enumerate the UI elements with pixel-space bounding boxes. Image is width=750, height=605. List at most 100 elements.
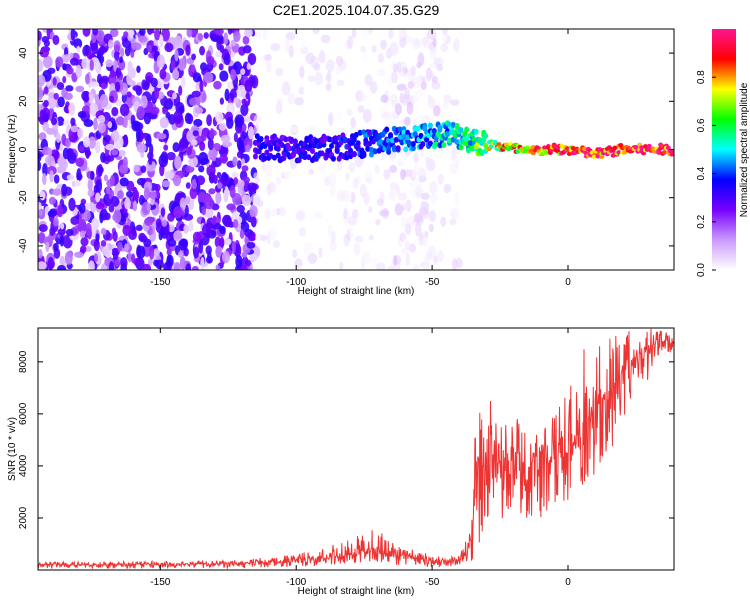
spectrogram-noise-blob (298, 227, 306, 237)
spectrogram-noise-blob (94, 140, 101, 154)
spectrogram-signal-cell (348, 153, 354, 160)
spectrogram-noise-blob (327, 224, 333, 237)
spectrogram-noise-blob (403, 116, 411, 126)
spectrogram-noise-blob (240, 68, 246, 75)
figure-title: C2E1.2025.104.07.35.G29 (273, 2, 440, 18)
spectrogram-noise-blob (362, 52, 368, 63)
spectrogram-noise-blob (406, 101, 414, 115)
spectrogram-noise-blob (246, 241, 256, 249)
spectrogram-signal-cell (612, 145, 618, 151)
spectrogram-noise-blob (368, 234, 374, 241)
spectrogram-noise-blob (388, 190, 396, 201)
spectrogram-noise-blob (53, 92, 59, 100)
spectrogram-noise-blob (111, 106, 119, 117)
spectrogram-noise-blob (179, 256, 186, 270)
spectrogram-signal-cell (287, 145, 293, 152)
spectrogram-noise-blob (185, 263, 192, 270)
spectrogram-noise-blob (235, 254, 243, 269)
spectrogram-noise-blob (100, 239, 107, 247)
spectrogram-noise-blob (47, 210, 56, 218)
spectrogram-noise-blob (97, 114, 106, 124)
spectrogram-noise-blob (158, 34, 164, 48)
spectrogram-noise-blob (213, 80, 222, 90)
spectrogram-noise-blob (275, 67, 284, 77)
spectrogram-noise-blob (245, 92, 250, 100)
spectrogram-noise-blob (374, 164, 380, 175)
spectrogram-noise-blob (299, 65, 305, 79)
spectrogram-noise-blob (417, 167, 427, 180)
spectrogram-noise-blob (329, 240, 337, 252)
spectrogram-signal-cell (351, 150, 357, 157)
spectrogram-noise-blob (267, 227, 277, 241)
spectrogram-noise-blob (413, 89, 424, 98)
spectrogram-noise-blob (226, 203, 236, 211)
spectrogram-noise-blob (117, 149, 126, 157)
spectrogram-noise-blob (229, 184, 236, 199)
spectrogram-noise-blob (233, 132, 238, 143)
snr-x-tick-label: -150 (150, 577, 170, 588)
spectrogram-noise-blob (203, 71, 214, 84)
spectrogram-signal-cell (544, 150, 550, 155)
spectrogram-marks (38, 29, 674, 270)
spectrogram-noise-blob (155, 218, 162, 228)
spectrogram-noise-blob (174, 155, 182, 170)
spectrogram-noise-blob (265, 60, 272, 73)
spectrogram-noise-blob (233, 177, 239, 185)
spectrogram-signal-cell (327, 136, 333, 143)
spectrogram-noise-blob (166, 248, 172, 256)
spectrogram-signal-cell (469, 145, 475, 152)
spectrogram-noise-blob (66, 67, 74, 75)
spectrogram-noise-blob (376, 262, 386, 270)
spectrogram-signal-cell (292, 138, 298, 145)
colorbar-tick-label: 0.4 (696, 166, 707, 180)
spectrogram-noise-blob (215, 191, 222, 205)
spectrogram-noise-blob (120, 47, 125, 58)
spectrogram-noise-blob (126, 72, 133, 86)
spectrogram-noise-blob (49, 170, 54, 183)
spectrogram-noise-blob (93, 184, 100, 193)
spectrogram-noise-blob (244, 79, 253, 93)
spectrogram-noise-blob (65, 228, 74, 236)
spectrogram-noise-blob (412, 264, 420, 270)
spectrogram-noise-blob (150, 77, 158, 88)
snr-x-tick-label: 0 (565, 577, 571, 588)
spectrogram-noise-blob (249, 204, 258, 218)
spectrogram-signal-cell (414, 125, 420, 132)
spectrogram-noise-blob (184, 196, 191, 205)
spectrogram-noise-blob (100, 82, 108, 90)
spectrogram-noise-blob (193, 246, 200, 259)
spectrogram-signal-cell (355, 143, 361, 150)
spectrogram-noise-blob (201, 130, 207, 142)
snr-frame (37, 327, 675, 571)
spectrogram-noise-blob (247, 53, 257, 65)
spectrogram-noise-blob (427, 97, 436, 109)
spectrogram-noise-blob (396, 160, 404, 167)
spectrogram-noise-blob (100, 75, 109, 83)
spectrogram-signal-cell (290, 151, 296, 158)
spectrogram-noise-blob (66, 174, 75, 181)
spectrogram-signal-cell (452, 129, 458, 136)
spectrogram-signal-cell (446, 137, 452, 144)
spectrogram-noise-blob (223, 32, 229, 45)
spectrogram-noise-blob (119, 177, 129, 187)
spectrogram-noise-blob (50, 117, 58, 126)
spectrogram-noise-blob (264, 54, 272, 62)
spectrogram-noise-blob (432, 105, 441, 117)
spectrogram-noise-blob (392, 63, 398, 73)
spectrogram-signal-cell (473, 128, 479, 135)
spectrogram-noise-blob (62, 76, 67, 84)
spectrogram-noise-blob (437, 250, 444, 263)
spectrogram-noise-blob (386, 266, 395, 270)
spectrogram-noise-blob (70, 216, 80, 225)
spectrogram-noise-blob (113, 209, 122, 224)
spectrogram-noise-blob (96, 29, 105, 43)
spectrogram-noise-blob (318, 50, 326, 64)
spectrogram-noise-blob (425, 252, 433, 261)
spectrogram-signal-cell (410, 141, 416, 148)
spectrogram-signal-cell (405, 134, 411, 141)
spectrogram-signal-cell (542, 145, 548, 150)
spectrogram-noise-blob (249, 253, 258, 262)
spectrogram-noise-blob (112, 248, 119, 260)
spectrogram-noise-blob (318, 247, 323, 258)
spectrogram-noise-blob (82, 136, 91, 148)
